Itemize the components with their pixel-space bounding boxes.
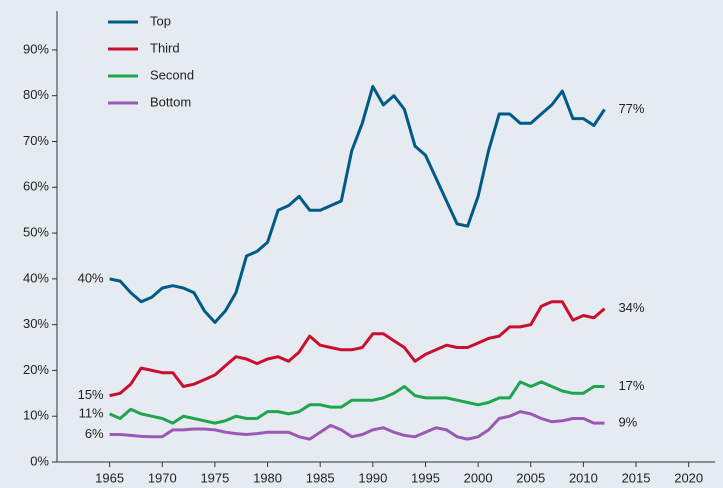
start-label: 15% xyxy=(78,387,104,402)
start-label: 6% xyxy=(85,426,104,441)
series-line xyxy=(109,85,606,324)
x-tick-label: 1995 xyxy=(411,470,440,485)
legend-label: Bottom xyxy=(150,94,191,109)
series-line xyxy=(109,380,605,425)
x-tick-label: 2020 xyxy=(674,470,703,485)
legend-label: Third xyxy=(150,40,180,55)
start-label: 40% xyxy=(78,270,104,285)
legend-label: Second xyxy=(150,67,194,82)
x-tick-label: 2015 xyxy=(622,470,651,485)
y-tick-label: 70% xyxy=(23,133,49,148)
y-tick-label: 90% xyxy=(23,41,49,56)
y-tick-label: 40% xyxy=(23,270,49,285)
x-tick-label: 2010 xyxy=(569,470,598,485)
x-tick-label: 1975 xyxy=(200,470,229,485)
x-tick-label: 1965 xyxy=(95,470,124,485)
y-tick-label: 30% xyxy=(23,316,49,331)
series-line xyxy=(109,410,605,441)
x-tick-label: 2000 xyxy=(464,470,493,485)
y-tick-label: 50% xyxy=(23,225,49,240)
y-tick-label: 10% xyxy=(23,408,49,423)
x-tick-label: 1990 xyxy=(358,470,387,485)
legend-label: Top xyxy=(150,13,171,28)
series-line xyxy=(109,300,606,398)
x-tick-label: 1980 xyxy=(253,470,282,485)
end-label: 9% xyxy=(618,415,637,430)
x-tick-label: 1970 xyxy=(148,470,177,485)
end-label: 34% xyxy=(618,300,644,315)
end-label: 17% xyxy=(618,378,644,393)
y-tick-label: 20% xyxy=(23,362,49,377)
start-label: 11% xyxy=(79,405,104,420)
x-tick-label: 2005 xyxy=(516,470,545,485)
x-tick-label: 1985 xyxy=(306,470,335,485)
y-tick-label: 0% xyxy=(30,453,49,468)
end-label: 77% xyxy=(618,101,644,116)
y-tick-label: 60% xyxy=(23,179,49,194)
y-tick-label: 80% xyxy=(23,87,49,102)
